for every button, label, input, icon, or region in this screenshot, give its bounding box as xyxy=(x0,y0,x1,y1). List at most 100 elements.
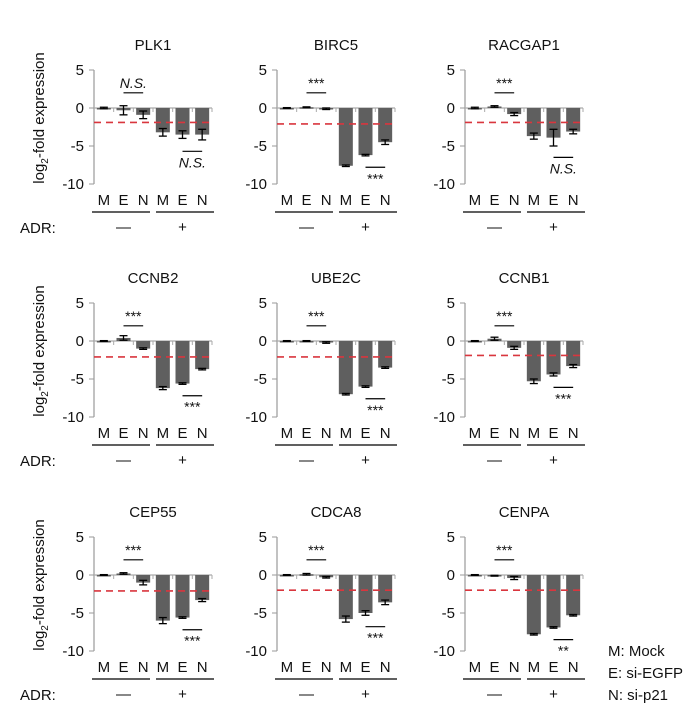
error-bar xyxy=(99,339,108,343)
error-bar xyxy=(158,127,167,137)
category-label: N xyxy=(321,192,332,209)
category-label: E xyxy=(360,659,370,676)
treatment-plus: + xyxy=(549,219,558,236)
category-label: N xyxy=(197,425,208,442)
treatment-plus: + xyxy=(361,686,370,703)
error-bar xyxy=(529,132,538,140)
error-bar xyxy=(490,336,499,341)
y-tick-label: -10 xyxy=(433,176,455,193)
category-label: N xyxy=(568,192,579,209)
y-tick-label: 0 xyxy=(76,333,84,350)
panel-title: CEP55 xyxy=(129,504,177,521)
bar xyxy=(358,575,373,613)
y-tick-label: -10 xyxy=(433,409,455,426)
sig-bottom-label: *** xyxy=(555,390,572,406)
sig-top-label: *** xyxy=(125,542,142,558)
category-label: M xyxy=(469,425,482,442)
bar xyxy=(136,341,151,349)
error-bar xyxy=(569,363,578,369)
bar xyxy=(338,575,353,620)
y-tick-label: 0 xyxy=(447,100,455,117)
sig-bottom-label: *** xyxy=(184,399,201,415)
category-label: E xyxy=(360,192,370,209)
category-label: N xyxy=(321,425,332,442)
bar xyxy=(338,108,353,166)
panel-title: PLK1 xyxy=(135,37,172,54)
bar xyxy=(526,108,541,137)
error-bar xyxy=(178,130,187,140)
y-axis-label: log2-fold expression xyxy=(31,285,51,416)
sig-bottom-label: *** xyxy=(367,170,384,186)
panel-title: CENPA xyxy=(499,504,550,521)
error-bar xyxy=(119,105,128,116)
category-label: N xyxy=(509,425,520,442)
category-label: N xyxy=(138,192,149,209)
sig-top-label: *** xyxy=(496,308,513,324)
bar xyxy=(378,108,393,143)
error-bar xyxy=(381,366,390,370)
error-bar xyxy=(322,575,331,579)
error-bar xyxy=(198,128,207,141)
bar xyxy=(175,575,190,618)
category-label: E xyxy=(177,425,187,442)
y-tick-label: -5 xyxy=(254,138,267,155)
treatment-minus: — xyxy=(487,686,502,703)
error-bar xyxy=(139,110,148,120)
error-bar xyxy=(282,106,291,110)
treatment-minus: — xyxy=(116,686,131,703)
error-bar xyxy=(549,626,558,629)
error-bar xyxy=(119,335,128,341)
category-label: N xyxy=(380,659,391,676)
bar xyxy=(526,341,541,382)
sig-top-label: *** xyxy=(125,308,142,324)
category-label: M xyxy=(98,425,111,442)
y-tick-label: -10 xyxy=(433,643,455,660)
y-tick-label: 5 xyxy=(76,62,84,79)
category-label: N xyxy=(568,425,579,442)
category-label: M xyxy=(340,192,353,209)
error-bar xyxy=(529,632,538,636)
category-label: M xyxy=(528,659,541,676)
error-bar xyxy=(99,106,108,110)
error-bar xyxy=(470,573,479,577)
error-bar xyxy=(341,615,350,623)
adr-label: ADR: xyxy=(20,453,56,470)
error-bar xyxy=(302,572,311,576)
y-tick-label: 5 xyxy=(259,62,267,79)
category-label: E xyxy=(118,192,128,209)
category-label: E xyxy=(301,659,311,676)
error-bar xyxy=(381,599,390,606)
bar xyxy=(566,341,581,367)
bar xyxy=(526,575,541,635)
category-label: M xyxy=(281,425,294,442)
treatment-plus: + xyxy=(549,686,558,703)
y-tick-label: 0 xyxy=(259,567,267,584)
sig-bottom-label: *** xyxy=(184,633,201,649)
category-label: N xyxy=(380,425,391,442)
error-bar xyxy=(361,153,370,157)
error-bar xyxy=(549,128,558,147)
y-tick-label: -10 xyxy=(245,409,267,426)
y-axis-label: log2-fold expression xyxy=(31,519,51,650)
category-label: E xyxy=(489,659,499,676)
category-label: M xyxy=(469,659,482,676)
category-label: N xyxy=(380,192,391,209)
error-bar xyxy=(322,341,331,344)
panel-title: RACGAP1 xyxy=(488,37,560,54)
error-bar xyxy=(341,164,350,168)
category-label: E xyxy=(489,425,499,442)
legend-entry: M: Mock xyxy=(608,643,665,660)
error-bar xyxy=(569,613,578,617)
y-tick-label: 0 xyxy=(259,333,267,350)
y-tick-label: 5 xyxy=(259,529,267,546)
error-bar xyxy=(510,111,519,117)
error-bar xyxy=(490,105,499,108)
category-label: M xyxy=(98,659,111,676)
error-bar xyxy=(470,339,479,343)
error-bar xyxy=(198,597,207,603)
error-bar xyxy=(569,128,578,135)
panel-title: CDCA8 xyxy=(311,504,362,521)
y-tick-label: 5 xyxy=(76,295,84,312)
category-label: E xyxy=(360,425,370,442)
error-bar xyxy=(139,579,148,586)
